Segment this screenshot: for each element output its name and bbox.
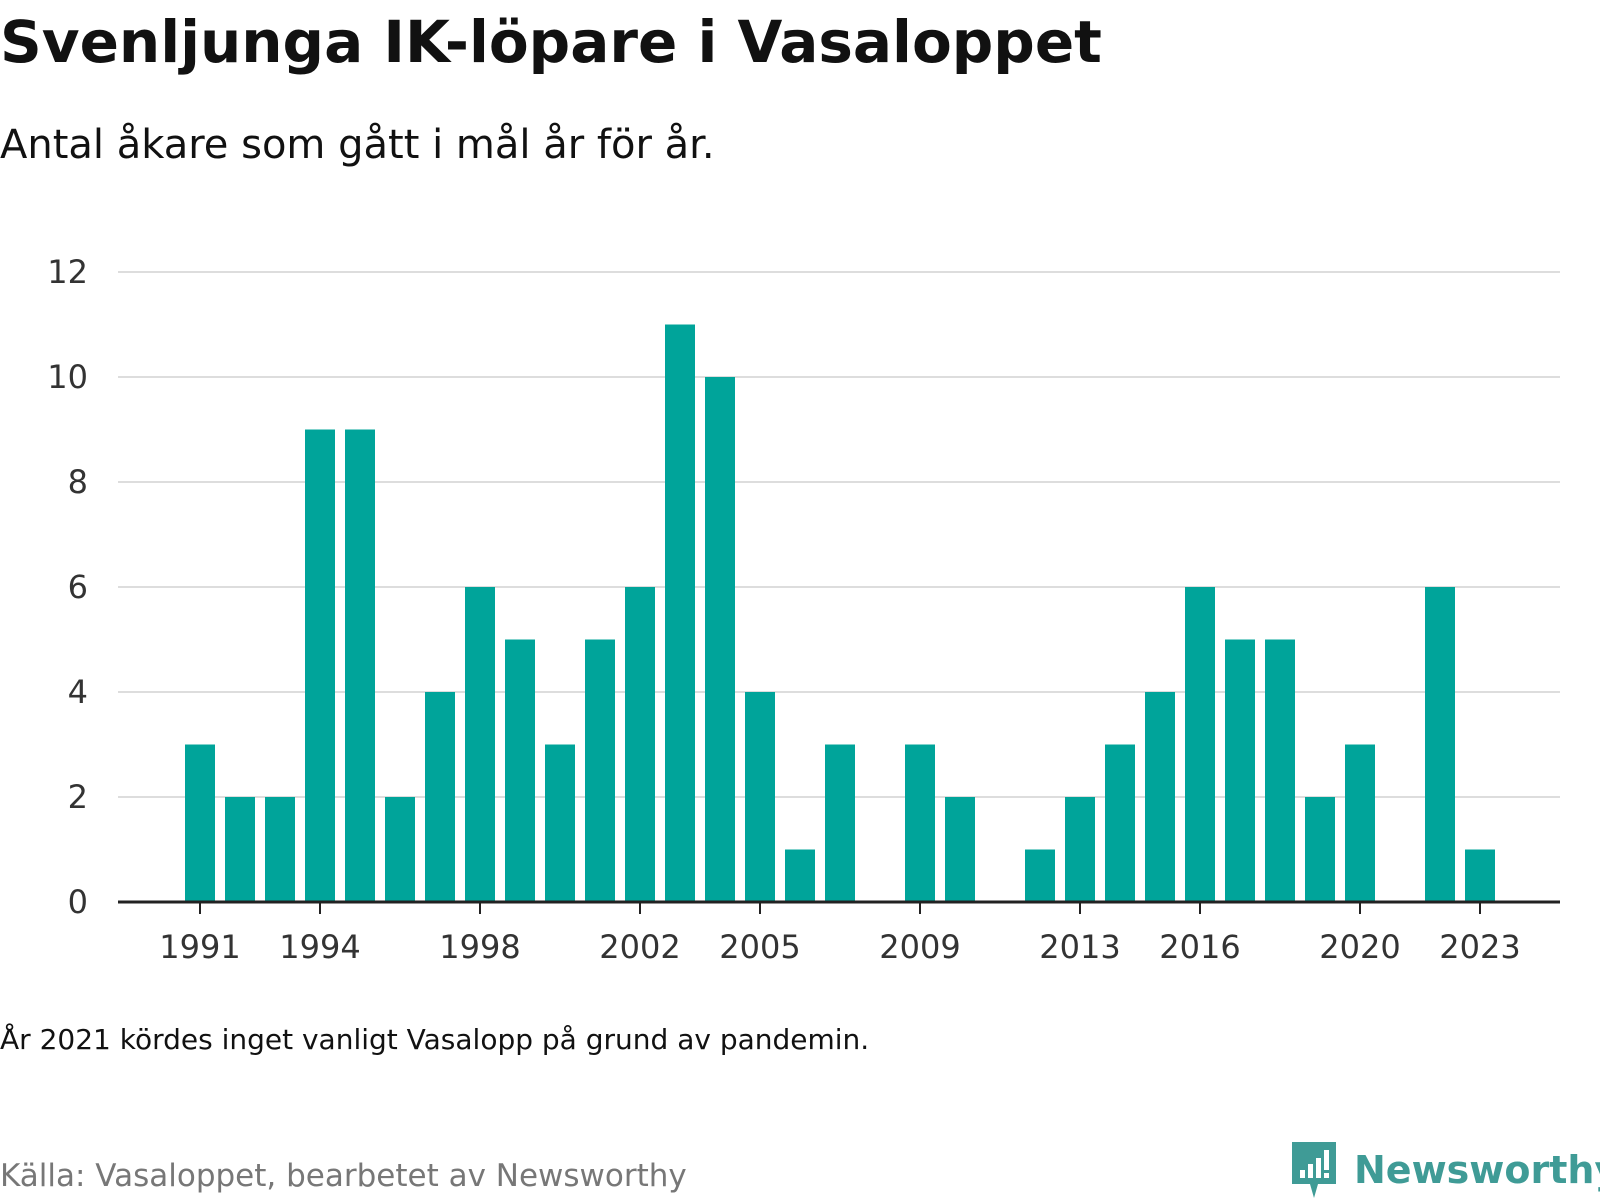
bar xyxy=(1345,744,1375,902)
y-tick-label: 8 xyxy=(68,463,88,501)
x-tick-label: 2005 xyxy=(719,928,800,966)
bar-chart: 0 2 4 6 8 10 12 1991 1994 1998 2002 2005 2009 2013 201… xyxy=(47,253,1560,966)
bar xyxy=(305,429,335,902)
brand-name: Newsworthy xyxy=(1354,1148,1600,1192)
bar xyxy=(265,797,295,902)
x-tick-label: 2002 xyxy=(599,928,680,966)
bar xyxy=(785,849,815,902)
source-credit: Källa: Vasaloppet, bearbetet av Newswort… xyxy=(0,1158,687,1194)
bar xyxy=(1265,639,1295,902)
bar xyxy=(945,797,975,902)
bar xyxy=(705,377,735,902)
y-tick-label: 4 xyxy=(68,673,88,711)
bar xyxy=(825,744,855,902)
chart-subtitle: Antal åkare som gått i mål år för år. xyxy=(0,122,715,168)
bar xyxy=(745,692,775,902)
x-tick-label: 1998 xyxy=(439,928,520,966)
bar xyxy=(625,587,655,902)
chart-title: Svenljunga IK-löpare i Vasaloppet xyxy=(0,8,1102,76)
x-tick-label: 2016 xyxy=(1159,928,1240,966)
bar xyxy=(185,744,215,902)
bar xyxy=(1425,587,1455,902)
bar xyxy=(1305,797,1335,902)
x-tick-label: 1994 xyxy=(279,928,360,966)
bar xyxy=(1065,797,1095,902)
bar xyxy=(585,639,615,902)
bar xyxy=(1025,849,1055,902)
y-tick-label: 2 xyxy=(68,778,88,816)
bar xyxy=(665,324,695,902)
footnote: År 2021 kördes inget vanligt Vasalopp på… xyxy=(0,1023,870,1056)
bar xyxy=(1225,639,1255,902)
y-tick-label: 10 xyxy=(47,358,88,396)
bar xyxy=(905,744,935,902)
bar xyxy=(345,429,375,902)
bar xyxy=(465,587,495,902)
x-tick-label: 2013 xyxy=(1039,928,1120,966)
newsworthy-logo-icon xyxy=(1292,1142,1336,1198)
x-tick-label: 2009 xyxy=(879,928,960,966)
y-tick-label: 12 xyxy=(47,253,88,291)
bar xyxy=(1465,849,1495,902)
y-tick-label: 0 xyxy=(68,883,88,921)
x-tick-label: 1991 xyxy=(159,928,240,966)
bar xyxy=(545,744,575,902)
bar xyxy=(225,797,255,902)
x-tick-label: 2020 xyxy=(1319,928,1400,966)
bar xyxy=(1105,744,1135,902)
bar xyxy=(385,797,415,902)
bar xyxy=(1145,692,1175,902)
newsworthy-brand: Newsworthy xyxy=(1288,1140,1600,1200)
bar xyxy=(425,692,455,902)
bar xyxy=(1185,587,1215,902)
x-tick-label: 2023 xyxy=(1439,928,1520,966)
y-tick-label: 6 xyxy=(68,568,88,606)
bar xyxy=(505,639,535,902)
